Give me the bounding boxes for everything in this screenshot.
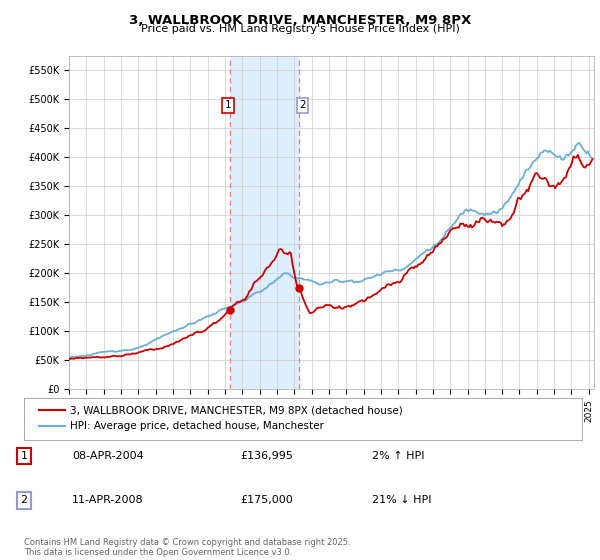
Text: 1: 1 [20, 451, 28, 461]
Legend: 3, WALLBROOK DRIVE, MANCHESTER, M9 8PX (detached house), HPI: Average price, det: 3, WALLBROOK DRIVE, MANCHESTER, M9 8PX (… [35, 402, 407, 435]
Text: 2: 2 [20, 496, 28, 505]
Bar [230, 56, 299, 389]
Text: £136,995: £136,995 [240, 451, 293, 461]
Text: 3, WALLBROOK DRIVE, MANCHESTER, M9 8PX: 3, WALLBROOK DRIVE, MANCHESTER, M9 8PX [129, 14, 471, 27]
Text: 08-APR-2004: 08-APR-2004 [72, 451, 144, 461]
Text: 1: 1 [224, 100, 231, 110]
Text: £175,000: £175,000 [240, 496, 293, 505]
Text: Price paid vs. HM Land Registry's House Price Index (HPI): Price paid vs. HM Land Registry's House … [140, 24, 460, 34]
Text: 11-APR-2008: 11-APR-2008 [72, 496, 143, 505]
Text: 2% ↑ HPI: 2% ↑ HPI [372, 451, 425, 461]
Text: 21% ↓ HPI: 21% ↓ HPI [372, 496, 431, 505]
Text: 2: 2 [299, 100, 306, 110]
Text: Contains HM Land Registry data © Crown copyright and database right 2025.
This d: Contains HM Land Registry data © Crown c… [24, 538, 350, 557]
